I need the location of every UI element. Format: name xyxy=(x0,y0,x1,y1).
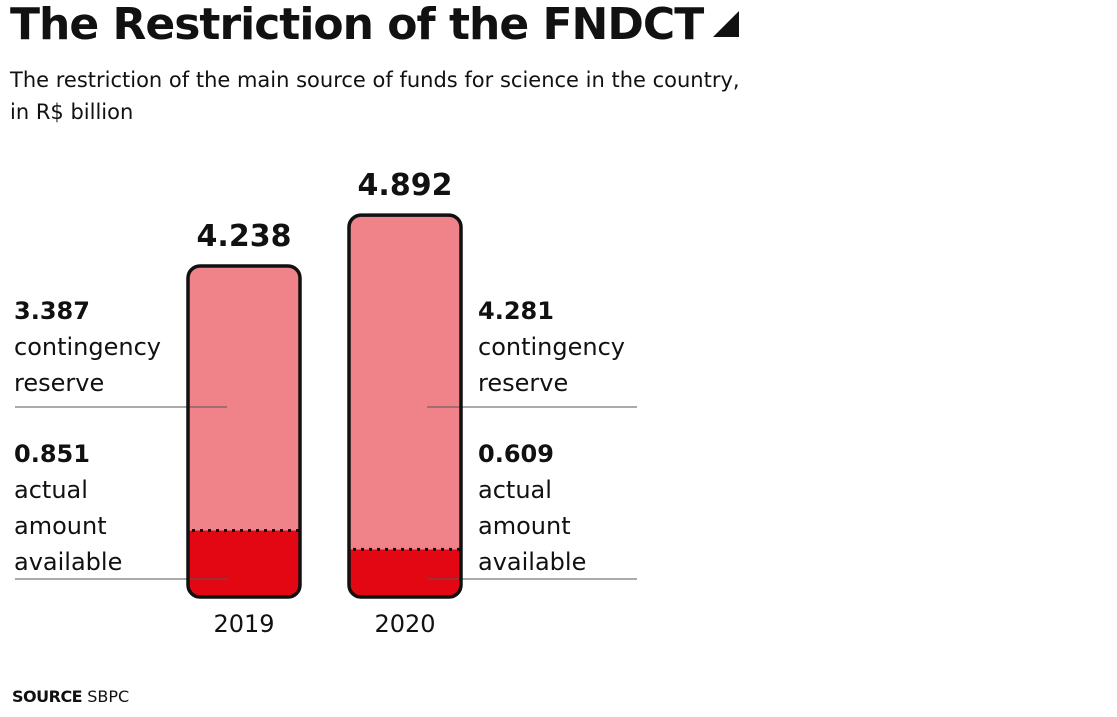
annotation-text: actual xyxy=(478,476,552,504)
annotation-text: actual xyxy=(14,476,88,504)
bar-segment-available-2019 xyxy=(188,530,300,597)
annotation-text: contingency xyxy=(14,333,161,361)
chart-subtitle: The restriction of the main source of fu… xyxy=(10,64,770,128)
chart-title: The Restriction of the FNDCT xyxy=(10,0,740,50)
subtitle-line: in R$ billion xyxy=(10,100,134,124)
subtitle-line: The restriction of the main source of fu… xyxy=(10,68,740,92)
bar-outline-2020 xyxy=(347,213,463,599)
x-tick-label-2019: 2019 xyxy=(213,610,274,638)
annotation-2020-contingency: 4.281 contingency reserve xyxy=(478,293,625,401)
bar-segment-contingency-2020 xyxy=(349,215,461,550)
annotation-text: amount xyxy=(478,512,571,540)
annotation-value: 3.387 xyxy=(14,297,90,325)
annotation-text: reserve xyxy=(478,369,569,397)
x-tick-label-2020: 2020 xyxy=(374,610,435,638)
bar-group-2019 xyxy=(188,266,300,597)
annotation-2019-available: 0.851 actual amount available xyxy=(14,436,122,580)
annotation-text: available xyxy=(14,548,123,576)
annotation-text: available xyxy=(478,548,587,576)
annotation-text: amount xyxy=(14,512,107,540)
chart-title-text: The Restriction of the FNDCT xyxy=(10,0,704,50)
annotation-text: contingency xyxy=(478,333,625,361)
bar-group-2020 xyxy=(349,215,461,597)
source-note: SOURCE SBPC xyxy=(12,687,129,706)
triangle-corner-icon xyxy=(713,11,740,37)
total-label-2020: 4.892 xyxy=(358,168,453,203)
annotation-value: 0.609 xyxy=(478,440,554,468)
bar-outline-2019 xyxy=(186,264,302,599)
annotation-value: 4.281 xyxy=(478,297,554,325)
bar-segment-available-2020 xyxy=(349,549,461,597)
source-value: SBPC xyxy=(87,687,130,706)
total-label-2019: 4.238 xyxy=(197,219,292,254)
annotation-2020-available: 0.609 actual amount available xyxy=(478,436,586,580)
source-label: SOURCE xyxy=(12,687,83,706)
annotation-value: 0.851 xyxy=(14,440,90,468)
bar-segment-contingency-2019 xyxy=(188,266,300,531)
annotation-2019-contingency: 3.387 contingency reserve xyxy=(14,293,161,401)
annotation-text: reserve xyxy=(14,369,105,397)
